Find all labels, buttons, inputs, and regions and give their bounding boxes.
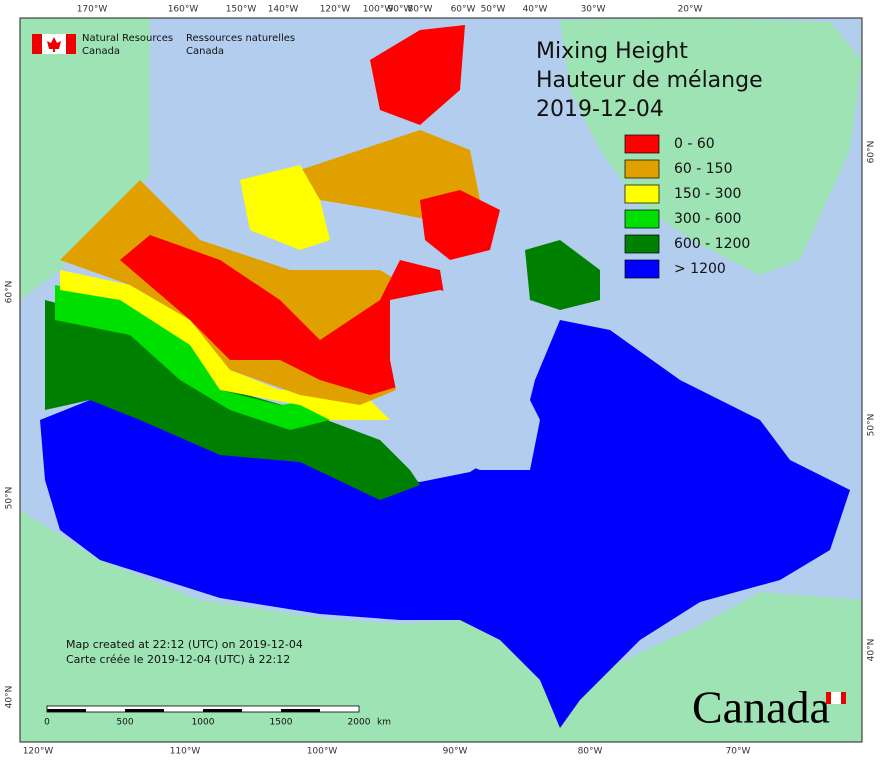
scale-label: 1000: [192, 718, 215, 728]
department-fr: Ressources naturelles: [186, 33, 295, 44]
wordmark-flag: [831, 692, 841, 704]
map-credit: Carte créée le 2019-12-04 (UTC) à 22:12: [66, 653, 290, 666]
longitude-label: 80°W: [578, 747, 603, 757]
longitude-label: 100°W: [363, 5, 394, 15]
legend-label: 600 - 1200: [674, 236, 750, 252]
maple-leaf: [47, 37, 61, 52]
united-states: [20, 510, 862, 742]
scale-label: 0: [44, 718, 50, 728]
legend-label: 60 - 150: [674, 161, 733, 177]
longitude-label: 50°W: [481, 5, 506, 15]
scale-label: 1500: [270, 718, 293, 728]
legend-swatch: [624, 209, 660, 229]
region-blue: [40, 320, 850, 728]
region-green: [55, 285, 330, 430]
legend-swatch: [624, 234, 660, 254]
map-frame: [19, 17, 863, 743]
labrador-dark-green: [525, 240, 600, 310]
department-en: Natural Resources: [82, 33, 173, 44]
baffin-red: [420, 190, 500, 260]
latitude-label: 50°N: [867, 414, 877, 437]
longitude-label: 30°W: [581, 5, 606, 15]
longitude-label: 150°W: [226, 5, 257, 15]
flag-bar: [66, 34, 76, 54]
nrcan-signature: Natural Resources Canada Ressources natu…: [32, 33, 295, 57]
scale-label: 2000: [348, 718, 371, 728]
ellesmere-red: [370, 25, 465, 125]
flag-bar: [32, 34, 42, 54]
legend-label: 0 - 60: [674, 136, 715, 152]
scale-label: 500: [116, 718, 133, 728]
latitude-label: 40°N: [867, 639, 877, 662]
map-credit: Map created at 22:12 (UTC) on 2019-12-04: [66, 638, 303, 651]
alaska: [20, 18, 150, 300]
frame-border: [19, 17, 863, 743]
longitude-label: 90°W: [443, 747, 468, 757]
scale-bar-segment: [203, 709, 242, 712]
department-en: Canada: [82, 46, 120, 57]
map-title: Hauteur de mélange: [536, 68, 763, 93]
scale-bar-segment: [125, 709, 164, 712]
longitude-label: 90°W: [388, 5, 413, 15]
arctic-islands-yellow: [240, 165, 330, 250]
longitude-label: 100°W: [307, 747, 338, 757]
longitude-label: 80°W: [408, 5, 433, 15]
longitude-label: 70°W: [726, 747, 751, 757]
longitude-label: 40°W: [523, 5, 548, 15]
legend-swatch: [624, 184, 660, 204]
longitude-label: 160°W: [168, 5, 199, 15]
latitude-label: 40°N: [5, 686, 15, 709]
longitude-label: 60°W: [451, 5, 476, 15]
longitude-label: 20°W: [678, 5, 703, 15]
region-yellow: [60, 270, 390, 420]
hudson-bay: [390, 290, 540, 470]
longitude-label: 120°W: [320, 5, 351, 15]
scale-bar-segment: [47, 709, 86, 712]
scale-unit: km: [377, 718, 391, 728]
latitude-label: 50°N: [5, 487, 15, 510]
legend-swatch: [624, 159, 660, 179]
greenland: [560, 18, 862, 275]
longitude-label: 110°W: [170, 747, 201, 757]
legend-label: > 1200: [674, 261, 726, 277]
longitude-label: 170°W: [77, 5, 108, 15]
region-red: [120, 235, 450, 395]
department-fr: Canada: [186, 46, 224, 57]
legend-swatch: [624, 134, 660, 154]
map-title: Mixing Height: [536, 39, 688, 64]
canada-wordmark: Canada: [692, 682, 830, 733]
latitude-label: 60°N: [5, 281, 15, 304]
wordmark: Canada: [692, 682, 846, 733]
legend-swatch: [624, 259, 660, 279]
longitude-label: 140°W: [268, 5, 299, 15]
scale-bar-segment: [281, 709, 320, 712]
legend-label: 150 - 300: [674, 186, 741, 202]
latitude-label: 60°N: [867, 141, 877, 164]
map-title: 2019-12-04: [536, 97, 664, 122]
legend-label: 300 - 600: [674, 211, 741, 227]
longitude-label: 120°W: [23, 747, 54, 757]
